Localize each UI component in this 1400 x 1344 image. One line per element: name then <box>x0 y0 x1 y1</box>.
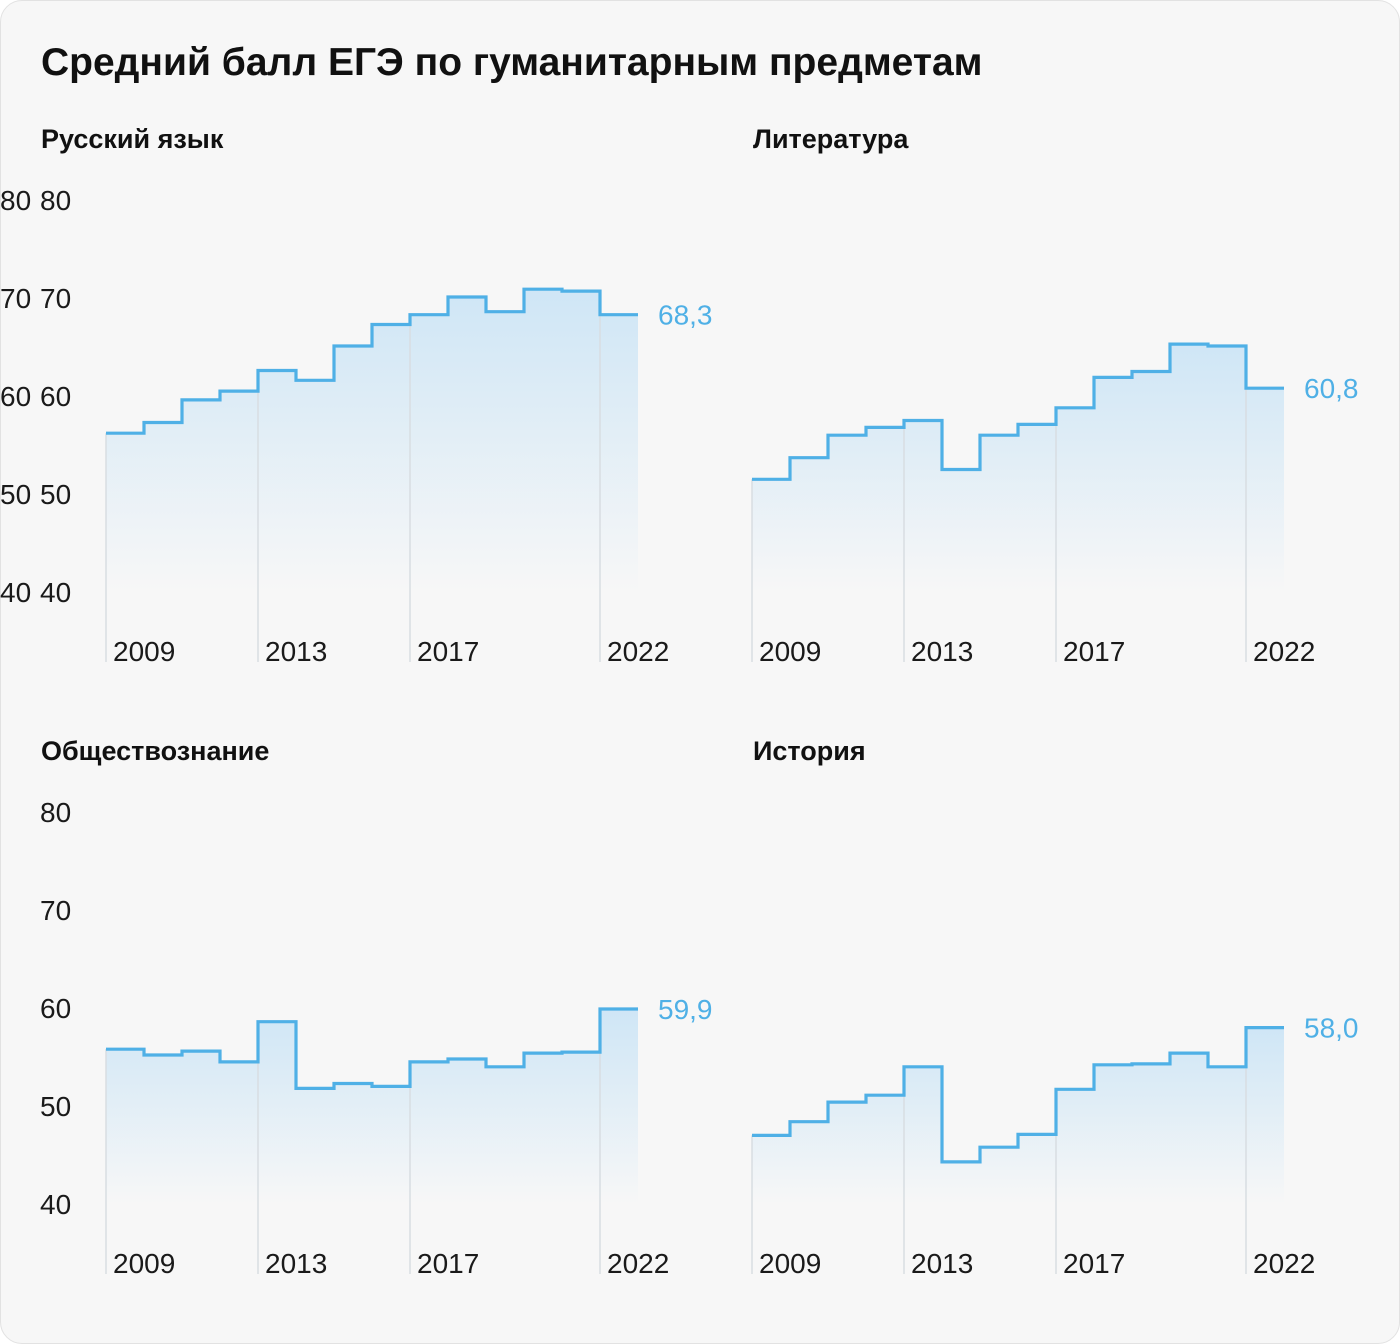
x-tick-label: 2022 <box>607 1248 669 1279</box>
x-tick-label: 2009 <box>113 636 175 667</box>
y-tick-label: 40 <box>0 577 31 608</box>
y-tick-label: 60 <box>40 381 71 412</box>
end-value-label: 59,9 <box>658 994 713 1025</box>
x-tick-label: 2017 <box>417 636 479 667</box>
y-tick-label: 40 <box>40 577 71 608</box>
y-tick-label: 80 <box>0 185 31 216</box>
x-tick-label: 2017 <box>417 1248 479 1279</box>
x-tick-label: 2013 <box>911 1248 973 1279</box>
end-value-label: 68,3 <box>658 300 713 331</box>
y-tick-label: 80 <box>40 797 71 828</box>
y-tick-label: 60 <box>0 381 31 412</box>
x-tick-label: 2022 <box>1253 636 1315 667</box>
series-line <box>752 1026 1284 1164</box>
y-tick-label: 60 <box>40 993 71 1024</box>
panel-title-social-studies: Обществознание <box>41 736 270 766</box>
x-tick-label: 2013 <box>265 636 327 667</box>
chart-panel-social-studies: 80 70 60 50 40 2009 2013 2017 2022 59,9 <box>40 797 713 1279</box>
end-value-label: 60,8 <box>1304 373 1359 404</box>
series-line <box>106 287 638 435</box>
x-tick-label: 2013 <box>265 1248 327 1279</box>
y-tick-label: 70 <box>40 283 71 314</box>
x-tick-label: 2009 <box>759 1248 821 1279</box>
y-tick-label: 70 <box>0 283 31 314</box>
chart-main-title: Средний балл ЕГЭ по гуманитарным предмет… <box>41 41 983 84</box>
x-tick-label: 2022 <box>607 636 669 667</box>
chart-panel-literature: 80 70 60 50 40 2009 2013 2017 2022 60,8 <box>0 185 1359 667</box>
panel-title-history: История <box>753 736 866 766</box>
area-fill <box>106 1009 638 1204</box>
y-tick-label: 40 <box>40 1189 71 1220</box>
area-fill <box>106 289 638 592</box>
y-tick-label: 50 <box>0 479 31 510</box>
x-tick-label: 2009 <box>759 636 821 667</box>
x-tick-label: 2009 <box>113 1248 175 1279</box>
area-fill <box>752 344 1284 592</box>
x-tick-label: 2017 <box>1063 1248 1125 1279</box>
panel-title-russian: Русский язык <box>41 124 224 154</box>
end-value-label: 58,0 <box>1304 1013 1359 1044</box>
chart-panel-russian: 80 70 60 50 40 2009 2013 2017 2022 68,3 <box>40 185 713 667</box>
panel-title-literature: Литература <box>753 124 909 154</box>
chart-panel-history: 2009 2013 2017 2022 58,0 <box>751 1013 1359 1279</box>
series-line <box>106 1007 638 1090</box>
y-tick-label: 50 <box>40 479 71 510</box>
area-fill <box>752 1027 1284 1204</box>
x-tick-label: 2017 <box>1063 636 1125 667</box>
x-tick-label: 2013 <box>911 636 973 667</box>
y-tick-label: 70 <box>40 895 71 926</box>
x-tick-label: 2022 <box>1253 1248 1315 1279</box>
y-tick-label: 80 <box>40 185 71 216</box>
y-tick-label: 50 <box>40 1091 71 1122</box>
